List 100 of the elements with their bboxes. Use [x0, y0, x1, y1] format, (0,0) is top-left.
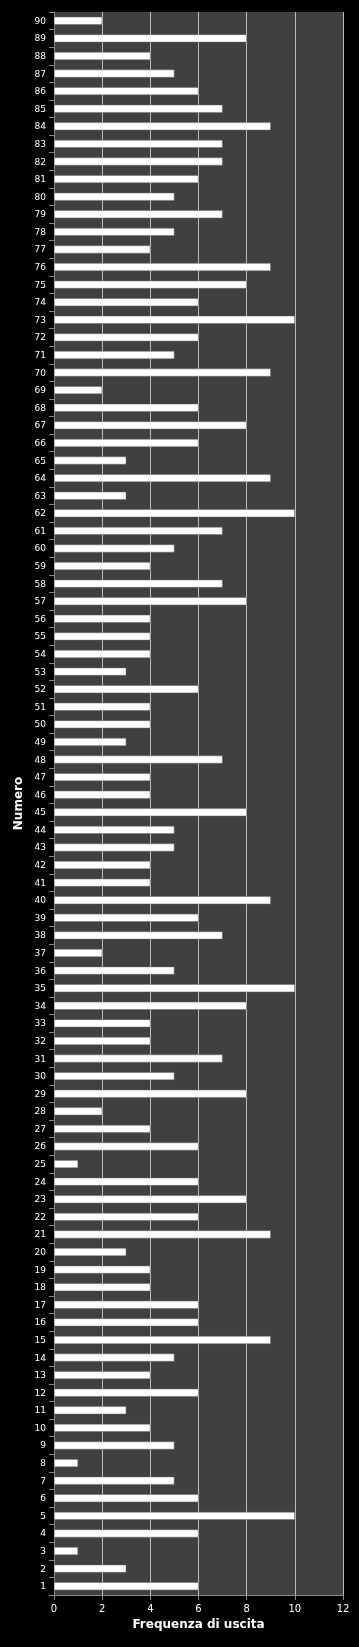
x-tick-label: 4 — [147, 1602, 154, 1614]
bar — [54, 1353, 175, 1362]
bar — [54, 878, 151, 887]
y-tick-label: 73 — [34, 314, 46, 325]
y-tick-label: 5 — [40, 1510, 46, 1521]
bar — [54, 1160, 79, 1169]
y-tick-label: 77 — [34, 244, 46, 255]
bar — [54, 650, 151, 658]
y-tick-label: 56 — [34, 613, 47, 624]
bar — [54, 315, 295, 324]
bar — [54, 1230, 271, 1239]
y-tick-label: 44 — [34, 824, 47, 835]
bar — [54, 544, 175, 553]
bar — [54, 87, 199, 96]
bar — [54, 843, 175, 852]
y-tick-label: 60 — [34, 543, 47, 554]
bar — [54, 1265, 151, 1274]
bar — [54, 403, 199, 412]
bar — [54, 1107, 103, 1116]
bar — [54, 1476, 175, 1485]
y-tick-label: 22 — [34, 1211, 46, 1222]
y-tick-label: 47 — [34, 772, 46, 783]
y-tick-label: 48 — [34, 754, 47, 765]
bar — [54, 1582, 199, 1591]
bar — [54, 1089, 247, 1098]
y-tick-label: 61 — [34, 525, 46, 536]
y-tick-label: 85 — [34, 103, 46, 114]
y-tick-label: 1 — [40, 1581, 46, 1592]
x-tick-label: 2 — [98, 1602, 106, 1614]
bar — [54, 1142, 199, 1151]
y-tick-label: 10 — [34, 1422, 47, 1433]
bar — [54, 1336, 271, 1344]
y-axis-title: Numero — [10, 776, 25, 831]
y-tick-label: 75 — [34, 279, 46, 290]
y-tick-label: 70 — [34, 367, 47, 378]
bar — [54, 1195, 247, 1204]
y-tick-label: 49 — [34, 736, 47, 747]
bar — [54, 597, 247, 606]
x-tick-label: 6 — [195, 1602, 202, 1614]
bar — [54, 1529, 199, 1538]
bar — [54, 263, 271, 271]
y-tick-label: 15 — [34, 1334, 46, 1345]
y-tick-label: 40 — [34, 895, 47, 906]
y-tick-label: 19 — [34, 1264, 47, 1275]
y-tick-label: 8 — [40, 1458, 47, 1469]
bar — [54, 1177, 199, 1186]
bar — [54, 579, 223, 588]
y-tick-label: 87 — [34, 68, 46, 79]
bar — [54, 52, 151, 60]
y-tick-label: 68 — [34, 402, 47, 413]
bar — [54, 1494, 199, 1503]
y-tick-label: 11 — [34, 1405, 46, 1416]
y-tick-label: 55 — [34, 631, 46, 642]
bar — [54, 1054, 223, 1063]
y-tick-label: 28 — [34, 1106, 47, 1117]
y-tick-label: 72 — [34, 332, 46, 343]
bar — [54, 526, 223, 535]
bar — [54, 456, 127, 465]
y-tick-label: 64 — [34, 473, 47, 484]
bar — [54, 34, 247, 43]
y-tick-label: 88 — [34, 50, 47, 61]
y-tick-label: 86 — [34, 86, 47, 97]
bar — [54, 790, 151, 799]
y-tick-label: 42 — [34, 860, 46, 871]
bar — [54, 157, 223, 166]
x-tick-label: 8 — [243, 1602, 250, 1614]
bar — [54, 1459, 79, 1468]
bar — [54, 1371, 151, 1380]
y-tick-label: 90 — [34, 15, 47, 26]
y-tick-label: 25 — [34, 1159, 46, 1170]
y-tick-label: 39 — [34, 912, 47, 923]
y-tick-label: 38 — [34, 930, 47, 941]
y-tick-label: 67 — [34, 420, 46, 431]
y-tick-label: 52 — [34, 684, 46, 695]
y-tick-label: 66 — [34, 437, 47, 448]
y-tick-label: 37 — [34, 948, 46, 959]
y-tick-label: 50 — [34, 719, 47, 730]
y-tick-label: 54 — [34, 648, 47, 659]
y-tick-label: 63 — [34, 490, 46, 501]
bar — [54, 1388, 199, 1397]
bar — [54, 16, 103, 25]
y-tick-label: 59 — [34, 561, 47, 572]
bar — [54, 1318, 199, 1327]
y-tick-label: 57 — [34, 596, 46, 607]
y-tick-label: 18 — [34, 1282, 47, 1293]
y-tick-label: 33 — [34, 1018, 46, 1029]
bar — [54, 737, 127, 746]
bar — [54, 1212, 199, 1221]
y-tick-label: 81 — [34, 174, 46, 185]
bar — [54, 685, 199, 694]
y-tick-label: 17 — [34, 1299, 46, 1310]
bar — [54, 1441, 175, 1450]
bar — [54, 913, 199, 922]
bar — [54, 1300, 199, 1309]
y-tick-label: 13 — [34, 1370, 46, 1381]
bar — [54, 298, 199, 307]
bar — [54, 421, 247, 430]
y-tick-label: 76 — [34, 262, 47, 273]
bar — [54, 1124, 151, 1133]
bar — [54, 614, 151, 623]
